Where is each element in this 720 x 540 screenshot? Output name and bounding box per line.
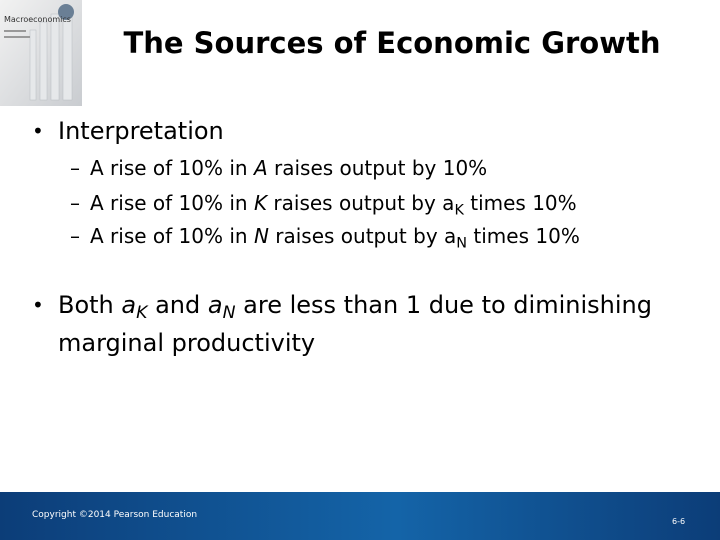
cover-title: Macroeconomics	[4, 15, 71, 24]
cover-bar	[29, 29, 37, 101]
text-run: A rise of 10% in	[90, 224, 254, 248]
text-run: K	[136, 303, 148, 324]
cover-badge	[58, 4, 74, 20]
text-run: and	[147, 291, 208, 319]
text-run: raises output by 10%	[267, 156, 488, 180]
cover-bar	[50, 13, 60, 101]
text-run: N	[253, 224, 269, 248]
cover-bar	[39, 21, 48, 101]
text-run: are less than 1 due to diminishing margi…	[58, 291, 652, 358]
slide-title: The Sources of Economic Growth	[123, 26, 661, 60]
text-run: N	[456, 235, 468, 252]
bullet: Interpretation	[32, 116, 690, 146]
text-run: a	[207, 291, 223, 319]
text-run: A	[253, 156, 268, 180]
text-run: N	[222, 303, 236, 324]
sub-bullet: A rise of 10% in A raises output by 10%	[70, 155, 650, 182]
text-run: K	[253, 191, 268, 215]
copyright: Copyright ©2014 Pearson Education	[32, 510, 198, 520]
sub-bullet: A rise of 10% in N raises output by aN t…	[70, 223, 650, 257]
cover-line	[4, 36, 30, 38]
cover-line	[4, 30, 26, 32]
bullet: Both aK and aN are less than 1 due to di…	[32, 290, 690, 358]
text-run: times 10%	[467, 224, 580, 248]
footer: Copyright ©2014 Pearson Education 6-6	[0, 492, 720, 540]
text-run: a	[444, 224, 457, 248]
sub-bullet: A rise of 10% in K raises output by aK t…	[70, 190, 650, 224]
text-run: K	[454, 202, 464, 219]
text-run: a	[121, 291, 137, 319]
page-number: 6-6	[672, 517, 686, 526]
text-run: A rise of 10% in	[90, 191, 254, 215]
text-run: times 10%	[463, 191, 577, 215]
text-run: raises output by	[267, 191, 443, 215]
text-run: a	[442, 191, 455, 215]
text-run: raises output by	[268, 224, 445, 248]
text-run: Both	[58, 291, 122, 319]
book-cover: Macroeconomics	[0, 0, 82, 106]
text-run: Interpretation	[58, 117, 224, 145]
text-run: A rise of 10% in	[90, 156, 254, 180]
